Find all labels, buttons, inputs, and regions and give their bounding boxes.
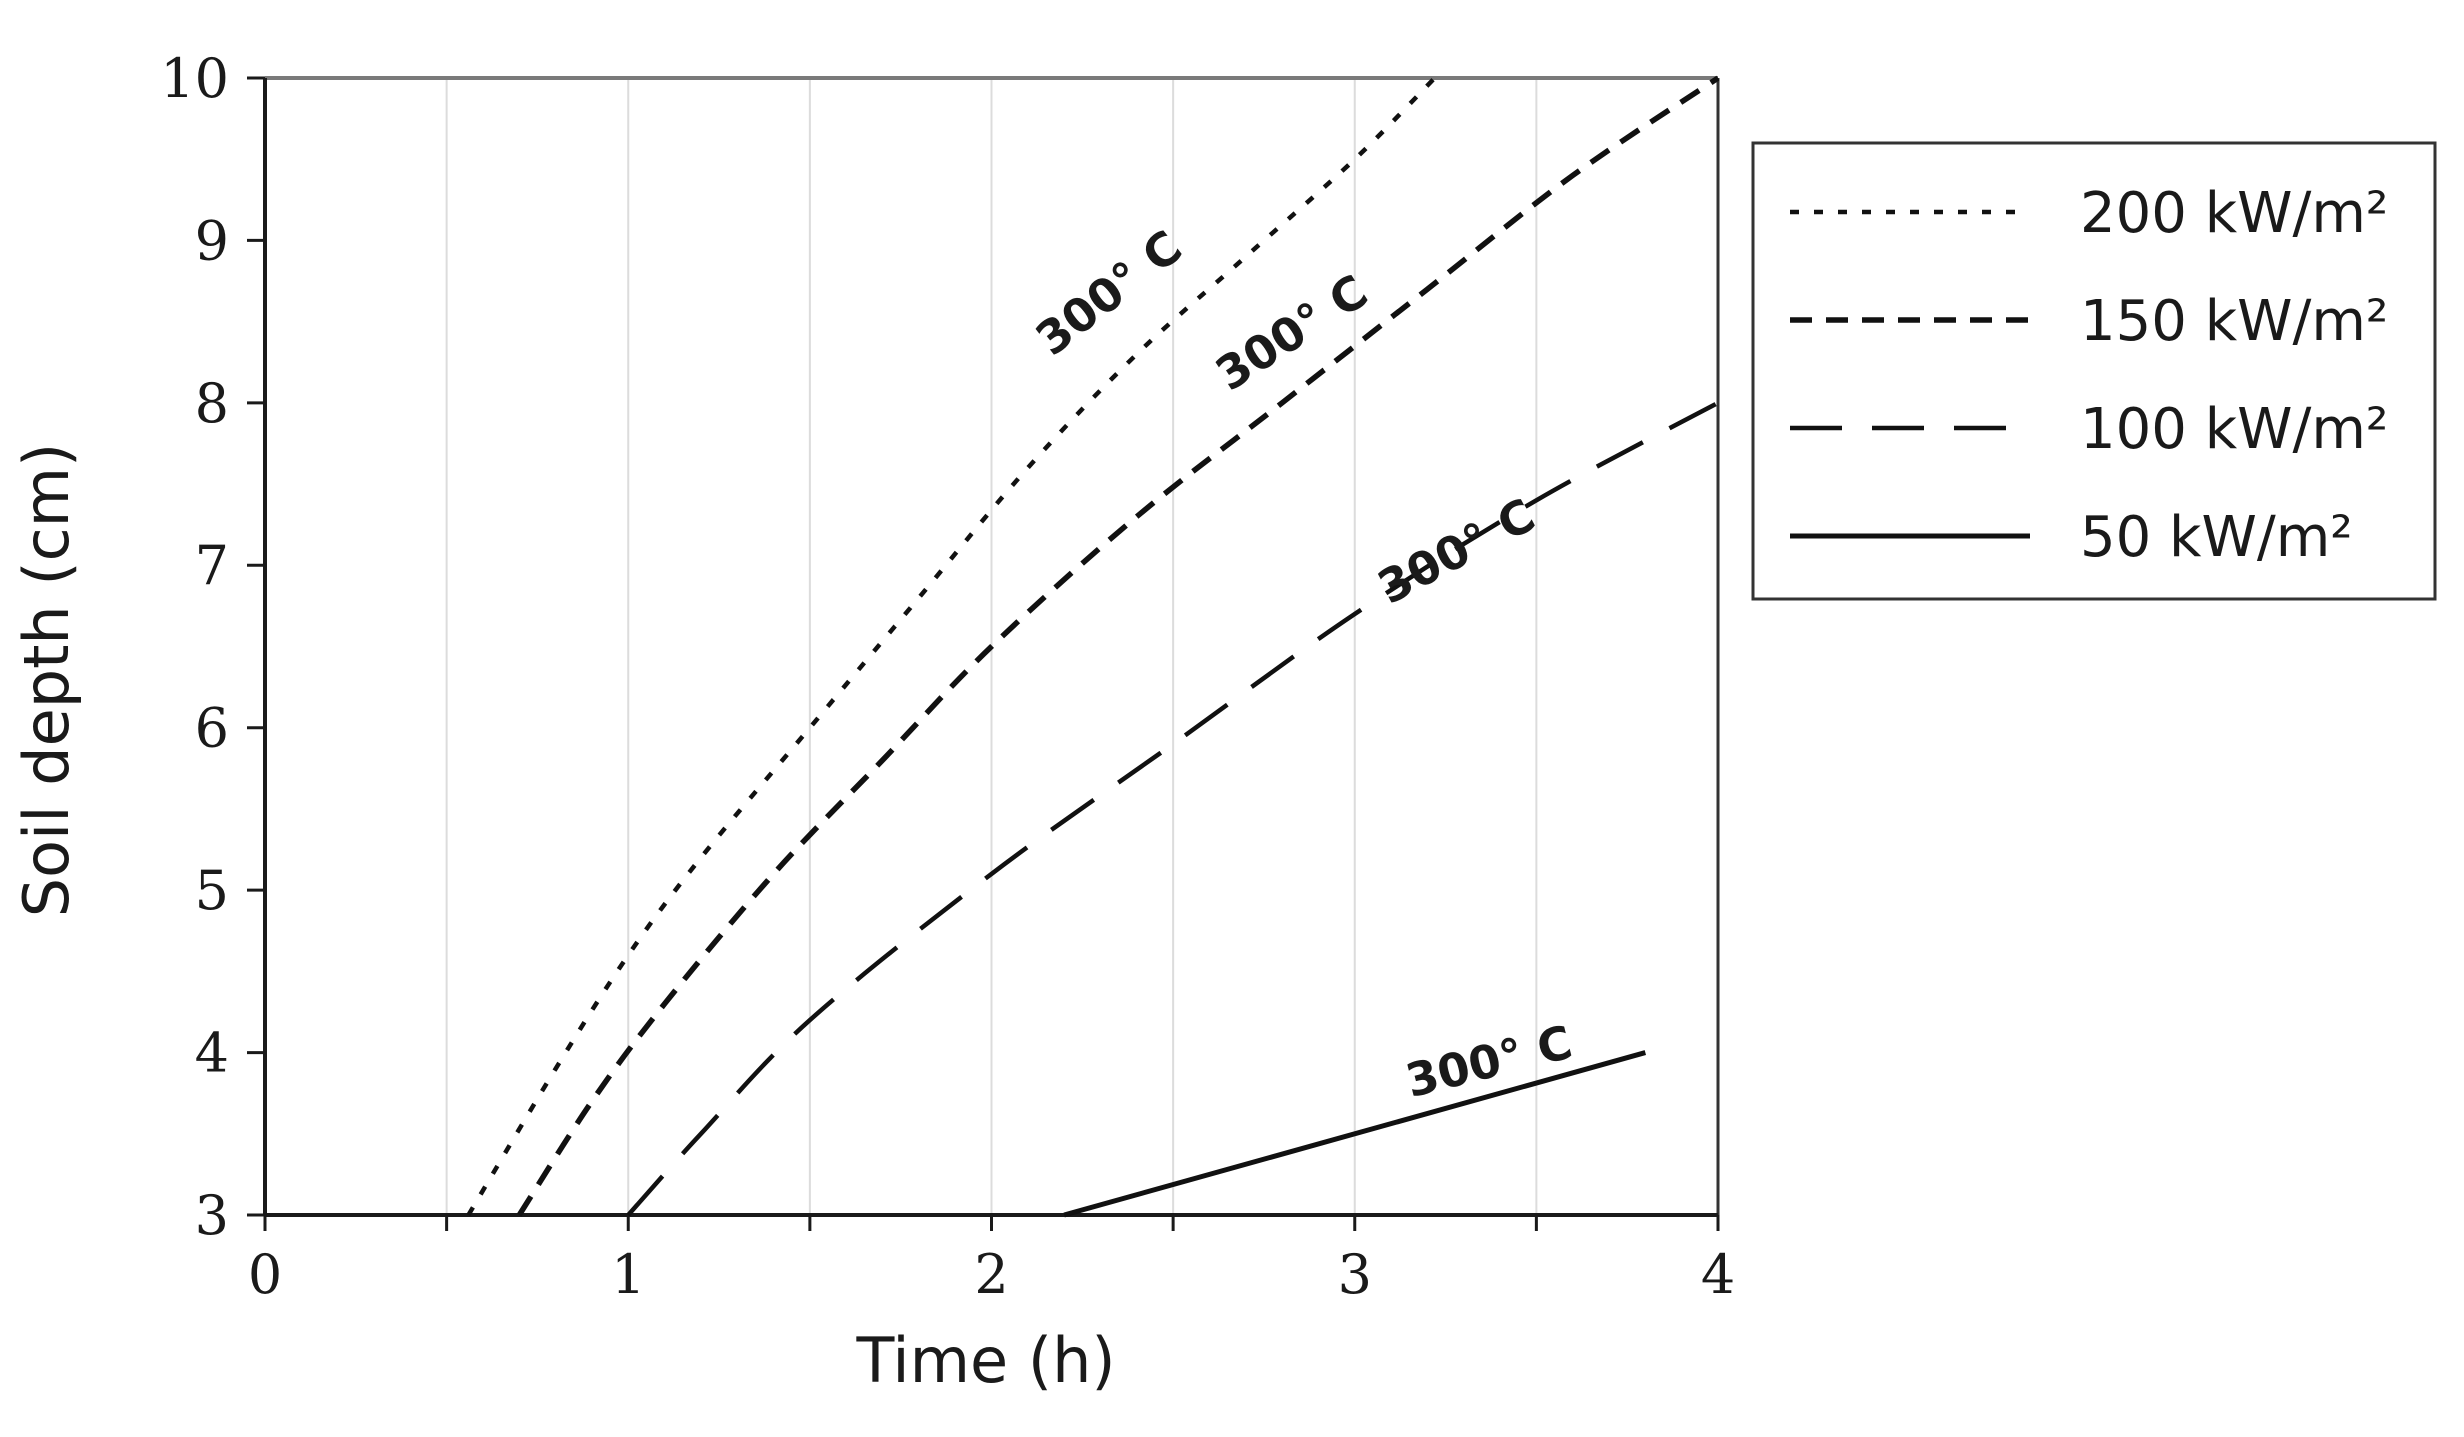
x-tick-label: 2 <box>974 1243 1008 1306</box>
gridlines <box>445 78 1538 1215</box>
annotation-label-1: 300° C <box>1206 264 1377 401</box>
annotation-label-0: 300° C <box>1026 220 1192 366</box>
y-tick-labels: 3 4 5 6 7 8 9 10 <box>160 47 229 1247</box>
annotation-label-2: 300° C <box>1369 488 1543 615</box>
x-tick-label: 3 <box>1338 1243 1372 1306</box>
x-tick-label: 1 <box>611 1243 645 1306</box>
series-lines <box>466 75 1720 1218</box>
x-tick-labels: 0 1 2 3 4 <box>248 1243 1735 1306</box>
series-line-1 <box>516 75 1720 1217</box>
legend-label: 150 kW/m² <box>2080 289 2388 354</box>
x-tick-label: 0 <box>248 1243 282 1306</box>
y-tick-label: 3 <box>195 1184 229 1247</box>
tick-marks <box>247 76 1720 1231</box>
y-tick-label: 9 <box>195 209 229 272</box>
legend-box <box>1751 141 2437 601</box>
x-tick-label: 4 <box>1701 1243 1735 1306</box>
legend-label: 50 kW/m² <box>2080 505 2353 570</box>
legend-label: 100 kW/m² <box>2080 397 2388 462</box>
y-tick-label: 6 <box>195 697 229 760</box>
y-tick-label: 8 <box>195 372 229 435</box>
y-tick-label: 5 <box>195 859 229 922</box>
legend: 200 kW/m² 150 kW/m² 100 kW/m² 50 kW/m² <box>1751 141 2437 601</box>
x-axis-title: Time (h) <box>855 1324 1115 1397</box>
y-tick-label: 4 <box>195 1022 229 1085</box>
legend-label: 200 kW/m² <box>2080 181 2388 246</box>
series-line-0 <box>466 76 1437 1217</box>
y-tick-label: 10 <box>160 47 229 110</box>
y-tick-label: 7 <box>195 534 229 597</box>
y-axis-title: Soil depth (cm) <box>10 443 83 917</box>
series-line-3 <box>1063 1050 1647 1218</box>
